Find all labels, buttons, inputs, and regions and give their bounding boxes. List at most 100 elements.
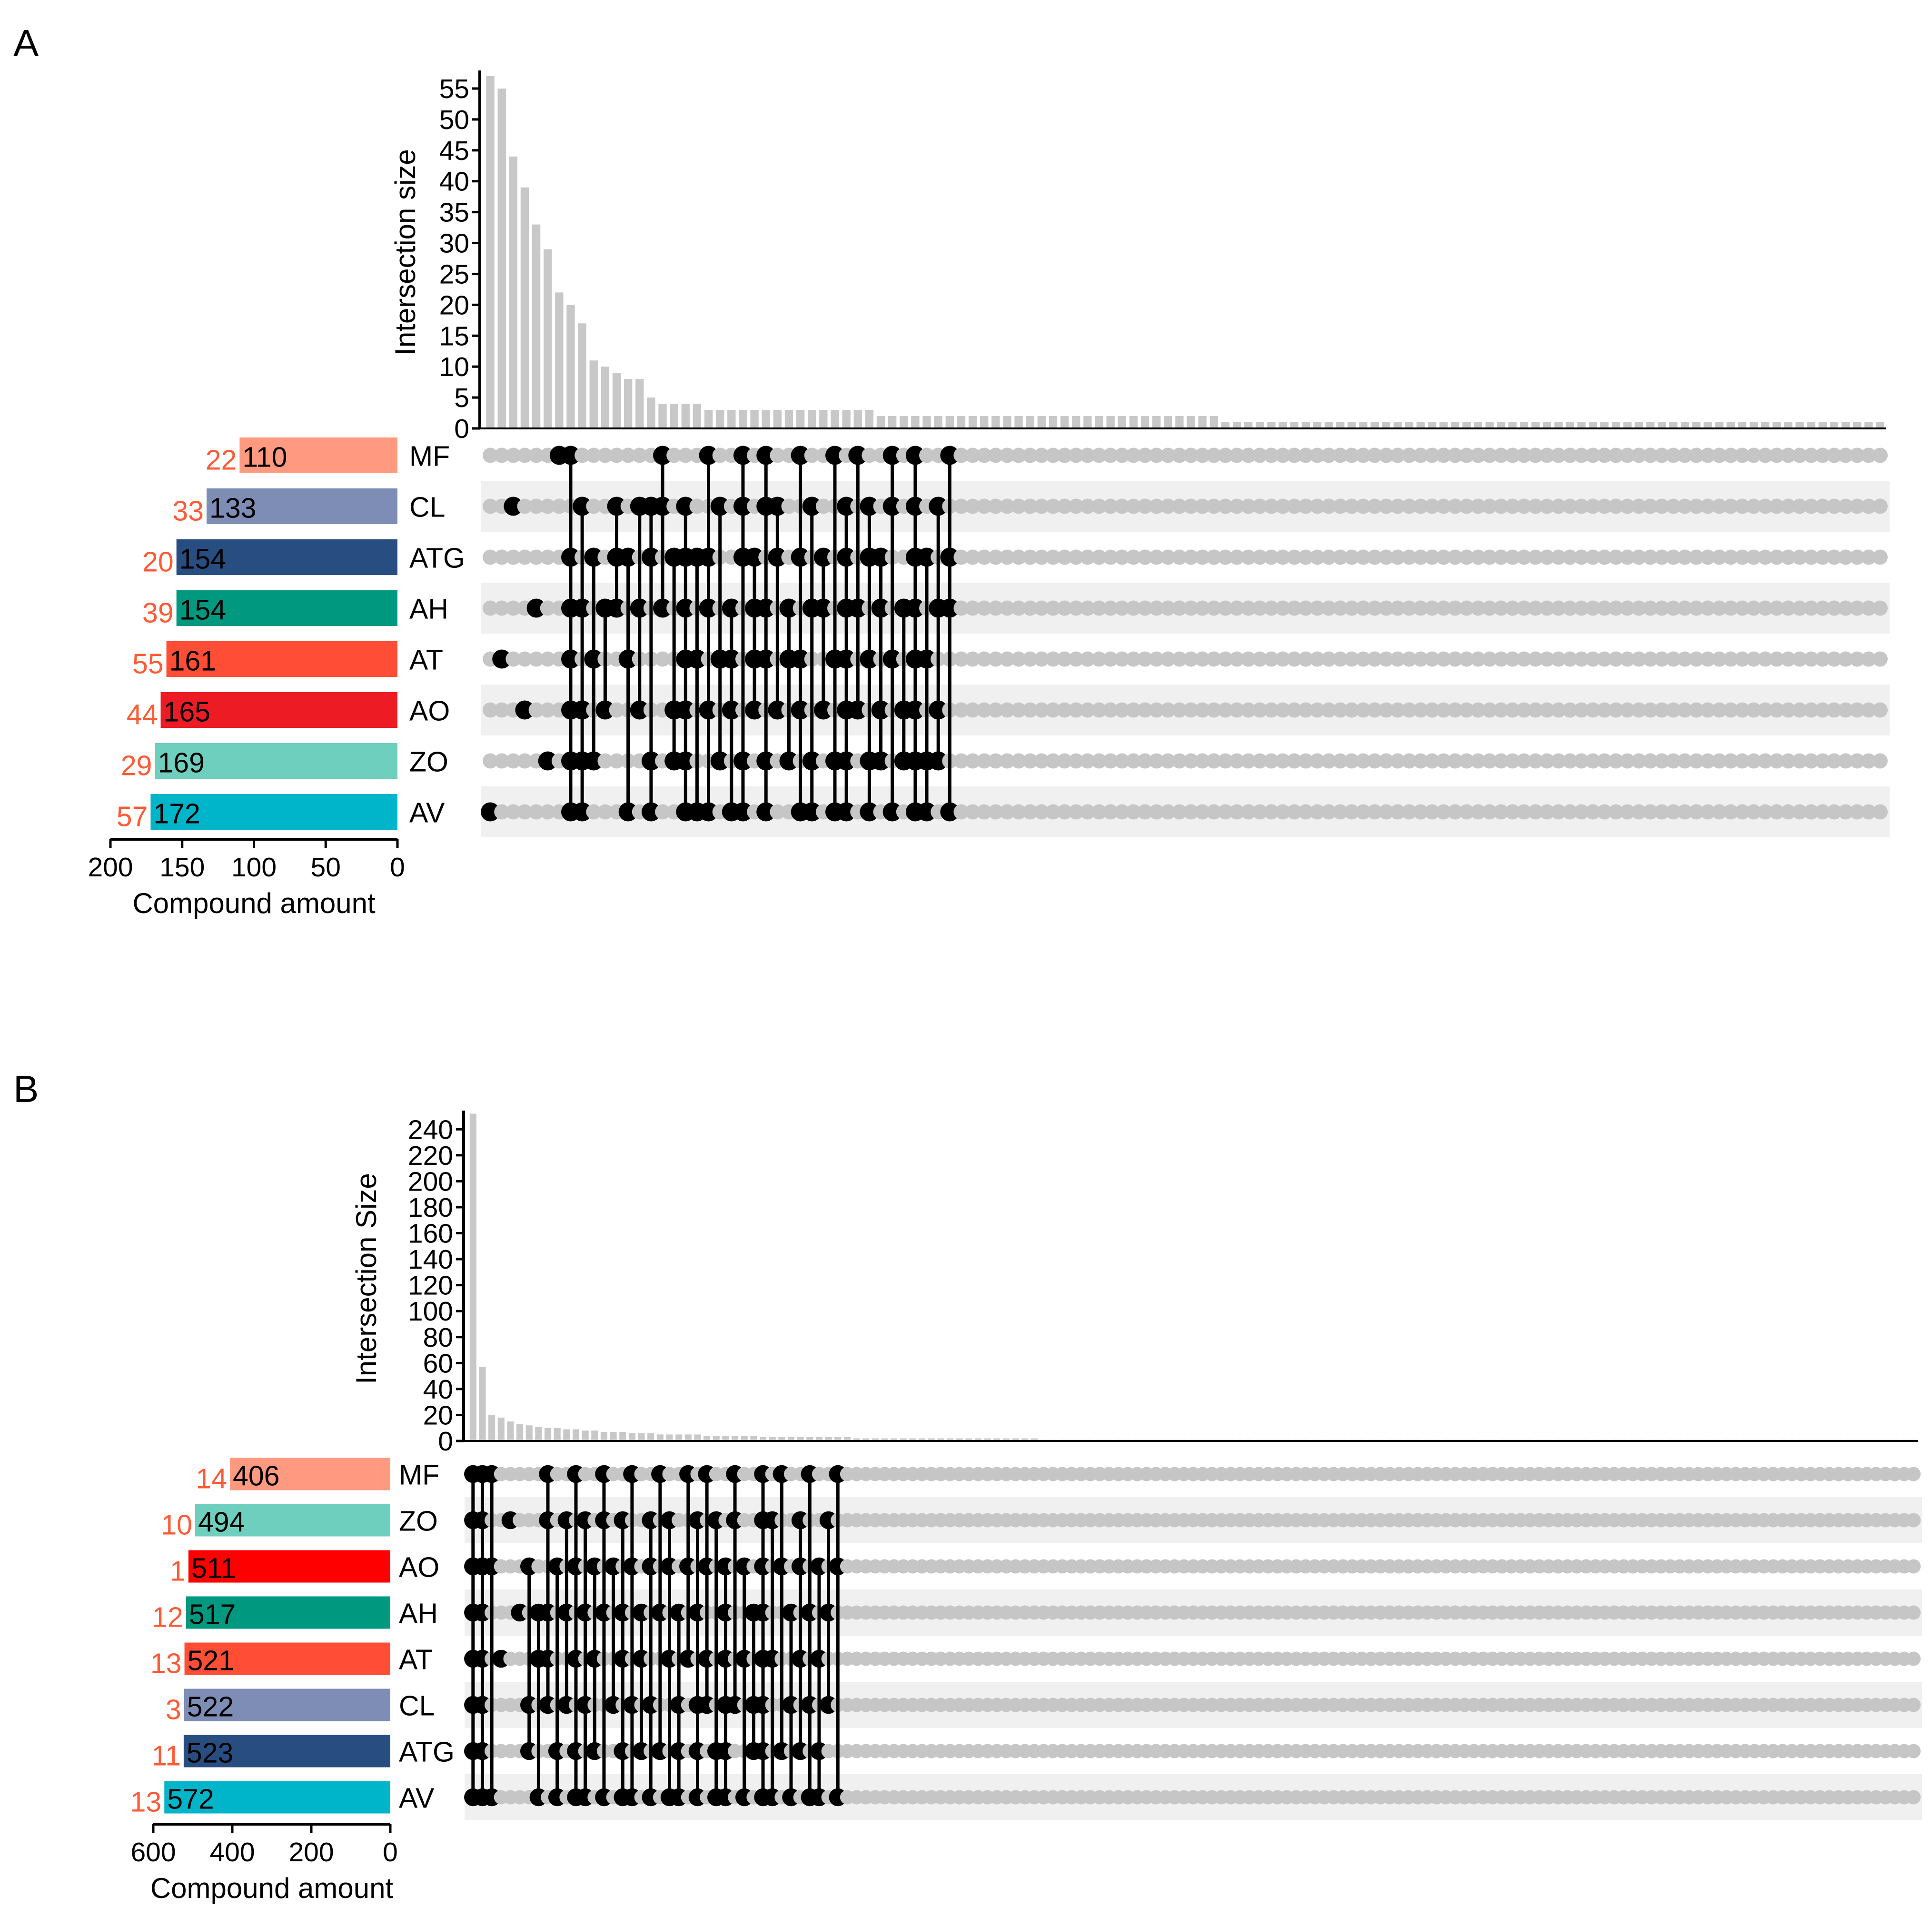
- matrix-dot-off: [517, 651, 533, 667]
- matrix-dot-off: [1574, 498, 1589, 514]
- matrix-dot-off: [1838, 804, 1853, 820]
- matrix-dot-off: [1516, 702, 1532, 718]
- matrix-dot-off: [1447, 804, 1463, 820]
- matrix-dot-off: [1413, 702, 1428, 718]
- matrix-dot-off: [1861, 549, 1876, 565]
- set-total-label: 522: [187, 1691, 234, 1723]
- intersection-bar: [831, 410, 839, 428]
- matrix-dot-on: [733, 751, 753, 771]
- intersection-bar: [1324, 422, 1333, 428]
- matrix-dot-off: [1872, 549, 1888, 565]
- matrix-dot-off: [1091, 753, 1107, 769]
- matrix-dot-off: [1539, 651, 1555, 667]
- matrix-dot-off: [1769, 702, 1784, 718]
- matrix-dot-off: [1022, 498, 1038, 514]
- matrix-dot-off: [1643, 804, 1658, 820]
- intersection-bar: [666, 1434, 673, 1441]
- matrix-dot-on: [791, 649, 810, 669]
- matrix-dot-off: [1780, 804, 1796, 820]
- matrix-dot-off: [965, 498, 981, 514]
- matrix-dot-off: [1263, 549, 1279, 565]
- matrix-dot-off: [1574, 702, 1589, 718]
- matrix-dot-off: [1562, 702, 1578, 718]
- intersection-bar: [1726, 422, 1735, 428]
- intersection-bar: [693, 404, 702, 428]
- intersection-bar: [1012, 1438, 1019, 1441]
- matrix-dot-off: [1171, 651, 1187, 667]
- matrix-dot-off: [540, 498, 555, 514]
- matrix-dot-off: [1034, 600, 1050, 616]
- matrix-dot-off: [1459, 447, 1475, 463]
- intersection-bar: [891, 1438, 898, 1441]
- matrix-dot-off: [483, 600, 498, 616]
- intersection-bar: [928, 1438, 935, 1441]
- matrix-dot-off: [1137, 600, 1153, 616]
- matrix-dot-off: [494, 549, 510, 565]
- matrix-dot-on: [848, 598, 868, 618]
- matrix-dot-off: [1631, 753, 1647, 769]
- set-total-label: 133: [209, 493, 256, 524]
- set-size-bar: [164, 1781, 390, 1814]
- matrix-dot-off: [1356, 804, 1371, 820]
- matrix-dot-off: [1367, 549, 1383, 565]
- matrix-dot-off: [1022, 651, 1038, 667]
- matrix-dot-off: [999, 600, 1015, 616]
- intersection-bar: [670, 404, 678, 428]
- matrix-dot-off: [1149, 600, 1164, 616]
- matrix-dot-off: [815, 498, 831, 514]
- matrix-dot-on: [848, 700, 868, 720]
- matrix-dot-off: [1321, 651, 1337, 667]
- matrix-dot-off: [1459, 804, 1475, 820]
- matrix-dot-off: [1769, 753, 1784, 769]
- matrix-dot-on: [676, 700, 695, 720]
- matrix-dot-off: [1712, 651, 1727, 667]
- set-unique-count: 29: [121, 750, 152, 782]
- set-size-bar: [183, 1735, 390, 1768]
- matrix-dot-off: [1654, 753, 1670, 769]
- matrix-dot-off: [483, 447, 498, 463]
- matrix-dot-on: [837, 497, 856, 516]
- matrix-dot-off: [1344, 804, 1359, 820]
- matrix-dot-off: [540, 702, 555, 718]
- matrix-dot-on: [676, 497, 695, 516]
- matrix-dot-on: [733, 446, 753, 465]
- intersection-bar: [1749, 422, 1758, 428]
- matrix-dot-off: [1769, 549, 1784, 565]
- intersection-bar: [1600, 422, 1609, 428]
- matrix-dot-off: [1401, 702, 1417, 718]
- matrix-dot-on: [940, 802, 960, 822]
- set-unique-count: 12: [152, 1602, 183, 1633]
- matrix-dot-on: [802, 497, 822, 516]
- matrix-dot-off: [1218, 651, 1233, 667]
- intersection-bar: [900, 1438, 907, 1441]
- matrix-dot-off: [1654, 549, 1670, 565]
- matrix-dot-off: [1401, 651, 1417, 667]
- set-name-label: ZO: [399, 1506, 438, 1537]
- matrix-dot-off: [1424, 702, 1440, 718]
- intersection-bar: [509, 156, 518, 428]
- matrix-dot-off: [953, 651, 969, 667]
- matrix-dot-off: [1815, 447, 1831, 463]
- intersection-bar: [1026, 416, 1034, 428]
- matrix-dot-off: [494, 753, 510, 769]
- matrix-dot-off: [1401, 549, 1417, 565]
- intersection-bar: [769, 1437, 776, 1441]
- set-unique-count: 3: [166, 1694, 181, 1726]
- matrix-dot-off: [1298, 549, 1314, 565]
- intersection-bar: [1830, 422, 1839, 428]
- matrix-dot-off: [1505, 498, 1520, 514]
- intersection-bar: [1175, 416, 1184, 428]
- y-axis-title: Intersection size: [389, 149, 421, 356]
- matrix-dot-off: [1218, 702, 1233, 718]
- intersection-bar: [1485, 422, 1494, 428]
- matrix-dot-off: [1171, 702, 1187, 718]
- matrix-dot-off: [1792, 753, 1808, 769]
- set-total-label: 406: [233, 1460, 279, 1492]
- matrix-dot-off: [953, 498, 969, 514]
- matrix-dot-off: [1447, 753, 1463, 769]
- matrix-dot-off: [1137, 804, 1153, 820]
- y-tick-label: 40: [439, 167, 469, 197]
- matrix-dot-off: [976, 447, 992, 463]
- matrix-dot-off: [1275, 753, 1291, 769]
- matrix-dot-off: [953, 600, 969, 616]
